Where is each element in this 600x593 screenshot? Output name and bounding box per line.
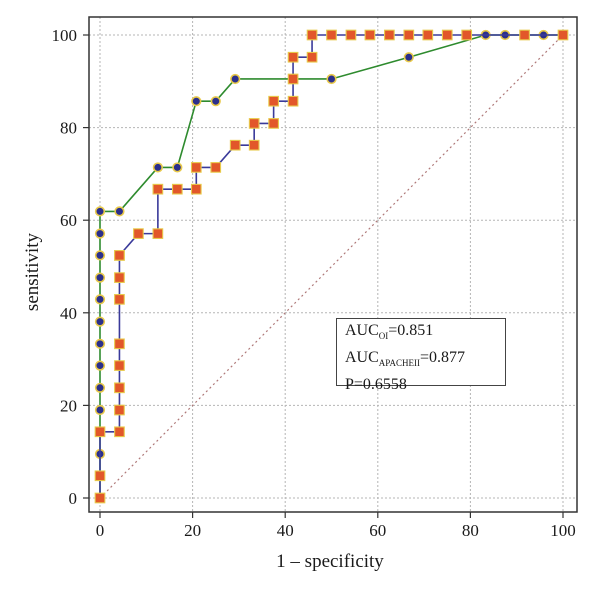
x-tick-label: 60 <box>369 521 386 540</box>
auc-oi-line: AUCOI=0.851 <box>345 322 434 342</box>
data-point <box>94 338 106 349</box>
y-tick-label: 0 <box>69 489 78 508</box>
data-point <box>94 228 106 239</box>
data-point <box>94 382 106 393</box>
data-point <box>94 470 106 482</box>
data-point <box>287 95 299 107</box>
data-point <box>190 183 202 195</box>
x-tick-label: 100 <box>550 521 576 540</box>
data-point <box>114 294 125 305</box>
y-tick-label: 80 <box>60 119 77 138</box>
data-point <box>557 29 569 41</box>
y-tick-label: 40 <box>60 304 77 323</box>
data-point <box>210 96 221 107</box>
data-point <box>114 426 125 438</box>
data-point <box>94 272 106 283</box>
data-point <box>190 162 202 173</box>
data-point <box>94 250 106 261</box>
data-point <box>268 118 279 129</box>
series-1 <box>94 29 569 504</box>
series-layer <box>94 29 569 504</box>
data-point <box>171 183 183 195</box>
data-point <box>114 206 125 217</box>
data-point <box>114 404 125 416</box>
data-point <box>384 29 395 41</box>
data-point <box>248 118 260 129</box>
data-point <box>326 73 337 85</box>
auc-apacheii-line: AUCAPACHEII=0.877 <box>345 349 465 369</box>
y-tick-label: 20 <box>60 396 77 415</box>
data-point <box>191 96 202 107</box>
data-point <box>461 29 473 41</box>
data-point <box>287 51 299 63</box>
data-point <box>94 360 106 371</box>
data-point <box>403 52 414 63</box>
auc-annotation-box: AUCOI=0.851 AUCAPACHEII=0.877 P=0.6558 <box>336 318 506 393</box>
data-point <box>403 29 415 41</box>
data-point <box>152 162 163 173</box>
plot-frame <box>88 16 578 513</box>
data-point <box>172 162 183 173</box>
data-point <box>114 338 125 350</box>
data-point <box>519 29 530 41</box>
y-tick-label: 100 <box>52 26 78 45</box>
data-point <box>94 294 106 305</box>
data-point <box>133 228 144 239</box>
data-point <box>114 382 125 394</box>
x-tick-label: 80 <box>462 521 479 540</box>
grid <box>89 17 577 512</box>
data-point <box>114 272 125 283</box>
x-tick-label: 40 <box>277 521 294 540</box>
reference-line <box>99 34 564 499</box>
data-point <box>94 206 106 217</box>
data-point <box>326 29 337 41</box>
data-point <box>152 183 164 195</box>
data-point <box>287 73 299 85</box>
data-point <box>114 360 125 371</box>
data-point <box>94 404 106 416</box>
data-point <box>364 29 376 41</box>
x-tick-label: 0 <box>96 521 105 540</box>
data-point <box>94 426 106 438</box>
data-point <box>422 29 434 41</box>
data-point <box>230 73 241 85</box>
data-point <box>306 29 318 41</box>
data-point <box>268 95 279 107</box>
data-point <box>345 29 357 41</box>
data-point <box>94 316 106 327</box>
data-point <box>114 250 125 261</box>
data-point <box>94 492 106 504</box>
x-axis-title: 1 – specificity <box>276 551 384 572</box>
ticks: 0 20 40 60 80 100 0 20 40 60 80 100 <box>52 26 576 540</box>
x-tick-label: 20 <box>184 521 201 540</box>
data-point <box>229 139 241 151</box>
data-point <box>248 139 260 151</box>
data-point <box>306 51 318 63</box>
y-axis-title: sensitivity <box>22 232 43 311</box>
y-tick-label: 60 <box>60 211 77 230</box>
p-value-line: P=0.6558 <box>345 376 407 394</box>
data-point <box>441 29 453 41</box>
data-point <box>210 162 222 173</box>
data-point <box>152 228 164 239</box>
